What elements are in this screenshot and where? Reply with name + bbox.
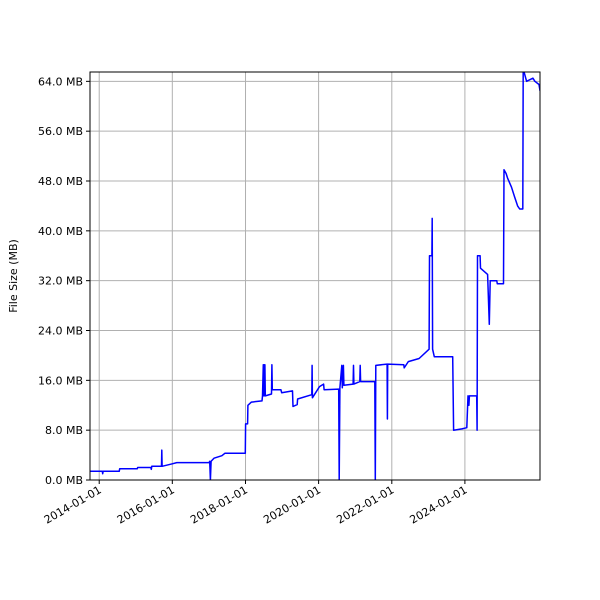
- grid: [90, 72, 540, 481]
- y-tick-label: 24.0 MB: [38, 325, 83, 338]
- y-axis-label: File Size (MB): [7, 239, 20, 313]
- y-tick-label: 16.0 MB: [38, 374, 83, 387]
- y-tick-label: 64.0 MB: [38, 75, 83, 88]
- y-tick-label: 40.0 MB: [38, 225, 83, 238]
- y-tick-label: 48.0 MB: [38, 175, 83, 188]
- y-tick-label: 0.0 MB: [45, 474, 83, 487]
- file-size-series-line: [90, 72, 540, 480]
- y-tick-label: 56.0 MB: [38, 125, 83, 138]
- y-tick-label: 8.0 MB: [45, 424, 83, 437]
- plot-series-group: [90, 72, 540, 480]
- plot-frame: [89, 71, 541, 481]
- y-tick-label: 32.0 MB: [38, 275, 83, 288]
- y-axis-ticks: 0.0 MB 8.0 MB 16.0 MB 24.0 MB 32.0 MB 40.0 MB…: [38, 75, 90, 487]
